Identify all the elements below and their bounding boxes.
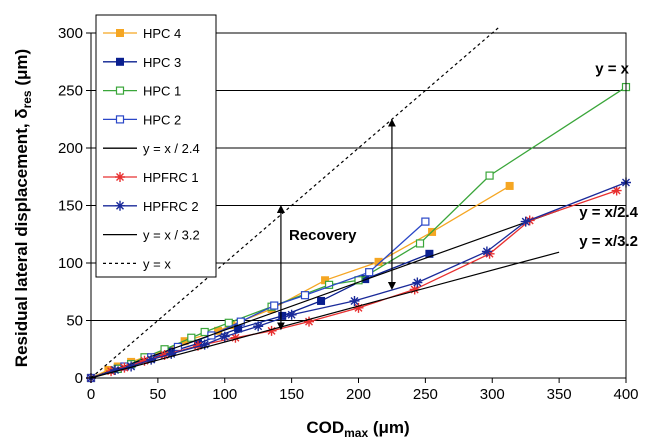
data-point-hpfrc-1-13 [611,185,622,196]
x-axis-title-sub: max [344,426,368,440]
y-tick-label-250: 250 [58,83,83,100]
series-hpfrc-2 [86,177,631,383]
y-tick-label-150: 150 [58,198,83,215]
legend-item-hpfrc-1: HPFRC 1 [103,170,199,185]
data-point-hpfrc-2-4 [166,348,177,359]
data-point-hpfrc-1-4 [159,350,170,360]
legend-label-y-x-3-2: y = x / 3.2 [143,228,200,243]
legend-label-hpc-1: HPC 1 [143,84,181,99]
x-axis-title-tail: (μm) [368,418,410,437]
annotation-y-x-2-4: y = x/2.4 [579,204,638,221]
legend-item-y-x: y = x [103,256,171,271]
data-point-hpfrc-1-6 [230,332,241,343]
legend-item-hpc-3: HPC 3 [103,55,181,70]
data-point-hpfrc-2-7 [253,321,264,332]
data-point-hpc-2-9 [421,217,430,226]
legend-item-hpc-2: HPC 2 [103,112,181,127]
legend-label-hpc-3: HPC 3 [143,55,181,70]
legend-label-hpc-4: HPC 4 [143,26,181,41]
legend-marker-hpc-3 [116,57,124,66]
x-tick-label-350: 350 [547,386,572,403]
data-point-hpc-1-5 [187,333,196,342]
y-axis-title-tail: (μm) [12,49,31,91]
data-point-hpc-2-7 [300,291,310,300]
data-point-hpc-1-6 [200,327,209,337]
legend: HPC 4 HPC 3 HPC 1 HPC 2 y = x / 2.4 HPFRC 1 HP… [95,14,217,278]
data-point-hpc-1-11 [415,239,425,248]
y-tick-label-0: 0 [75,370,83,387]
y-tick-label-200: 200 [58,140,83,157]
data-point-hpfrc-1-10 [409,284,420,295]
recovery-arrows [276,118,396,331]
y-tick-label-300: 300 [58,25,83,42]
legend-item-hpc-4: HPC 4 [103,26,181,41]
data-point-hpfrc-2-6 [219,331,230,342]
legend-label-y-x-2-4: y = x / 2.4 [143,141,200,156]
legend-label-hpfrc-1: HPFRC 1 [143,170,199,185]
axis-ticks: 0 50 100 150 200 250 300 0 50 100 150 200 250 300 350 4… [58,25,639,403]
x-tick-label-150: 150 [279,386,304,403]
data-point-hpfrc-2-10 [412,277,423,288]
legend-marker-hpc-4 [116,29,124,37]
legend-label-y-x: y = x [143,256,171,271]
data-point-hpfrc-2-3 [146,354,157,365]
data-point-hpfrc-2-2 [126,361,137,372]
series-y-x-2-4 [90,209,560,379]
y-axis-title: Residual lateral displacement, δres (μm) [12,49,34,367]
series-line-y-x-3-2 [90,251,560,379]
y-tick-label-50: 50 [66,313,83,330]
data-point-hpfrc-1-9 [353,302,364,313]
data-point-hpfrc-2-5 [199,339,210,350]
x-tick-label-50: 50 [150,386,167,403]
data-point-hpfrc-2-11 [481,246,492,257]
legend-item-hpc-1: HPC 1 [103,84,181,99]
x-axis-title-main: COD [306,418,344,437]
legend-marker-hpfrc-1 [115,172,125,182]
data-point-hpfrc-2-1 [110,364,121,375]
data-point-hpfrc-2-8 [286,309,297,320]
data-point-hpfrc-1-3 [139,355,150,366]
series-line-hpfrc-2 [90,181,627,379]
y-axis-title-sub: res [20,90,34,108]
legend-label-hpc-2: HPC 2 [143,112,181,127]
legend-items: HPC 4 HPC 3 HPC 1 HPC 2 y = x / 2.4 HPFRC 1 HP… [103,26,200,271]
y-tick-label-100: 100 [58,255,83,272]
data-point-hpc-1-10 [354,276,363,285]
series-line-hpc-2 [90,221,426,379]
data-point-hpfrc-2-9 [349,295,360,306]
data-point-hpc-2-8 [365,268,374,277]
annotation-recovery: Recovery [289,227,357,244]
series-y-x-3-2 [90,251,560,379]
legend-marker-hpfrc-2 [115,200,125,211]
data-point-hpc-2-5 [236,317,245,326]
y-axis-title-main: Residual lateral displacement, δ [12,108,31,367]
data-point-hpfrc-1-7 [266,325,277,336]
legend-marker-hpc-2 [115,115,125,124]
data-point-hpc-1-12 [485,171,494,180]
legend-item-y-x-3-2: y = x / 3.2 [103,228,200,243]
annotation-y-x: y = x [595,60,629,77]
data-point-hpc-4-13 [505,181,514,190]
x-tick-label-200: 200 [346,386,371,403]
data-point-hpc-3-8 [317,296,326,305]
data-point-hpc-1-7 [224,318,233,327]
x-tick-label-400: 400 [613,386,638,403]
x-axis-title: CODmax (μm) [306,418,409,440]
x-tick-label-0: 0 [87,386,95,403]
x-tick-label-250: 250 [413,386,438,403]
legend-label-hpfrc-2: HPFRC 2 [143,199,199,214]
legend-item-y-x-2-4: y = x / 2.4 [103,141,200,156]
legend-item-hpfrc-2: HPFRC 2 [103,199,199,214]
x-tick-label-300: 300 [480,386,505,403]
data-point-hpc-2-6 [270,301,279,310]
legend-marker-hpc-1 [115,86,125,95]
series-line-y-x-2-4 [90,209,560,379]
data-point-hpc-4-11 [374,257,383,266]
x-tick-label-100: 100 [212,386,237,403]
data-point-hpfrc-1-8 [304,316,315,327]
annotation-y-x-3-2: y = x/3.2 [579,233,638,250]
annotations: y = x y = x/2.4 y = x/3.2 Recovery [289,60,639,250]
data-point-hpfrc-2-12 [520,216,531,227]
